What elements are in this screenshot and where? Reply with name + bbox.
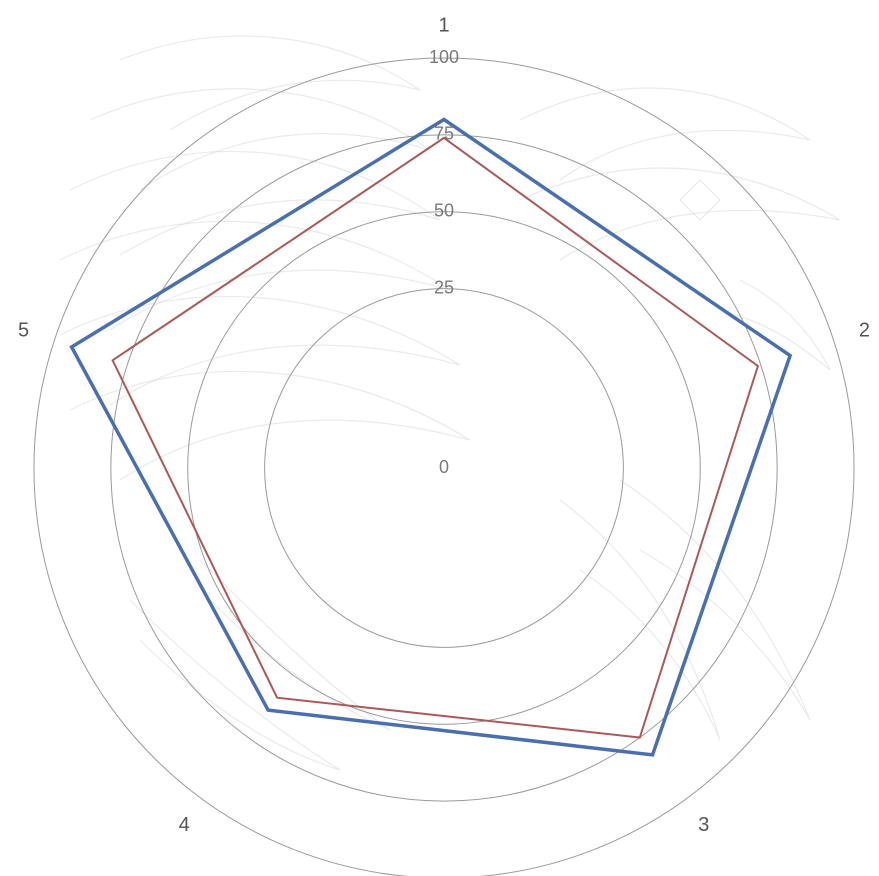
grid-ring-25: [264, 288, 624, 648]
axis-label-1: 1: [438, 14, 449, 36]
grid-ring-50: [187, 211, 701, 725]
ring-tick-label: 100: [429, 47, 459, 67]
ring-tick-label: 0: [439, 457, 449, 477]
series-2-polygon: [111, 136, 760, 739]
grid-ring-75: [110, 134, 778, 802]
axis-labels: 1 2 3 4 5: [18, 14, 870, 836]
axis-label-4: 4: [179, 814, 190, 836]
series-1-polygon: [69, 117, 793, 757]
eagle-wings-watermark-icon: [59, 35, 841, 771]
axis-label-3: 3: [698, 814, 709, 836]
ring-tick-labels: 0 25 50 75 100: [429, 47, 459, 477]
ring-tick-label: 25: [434, 277, 454, 297]
axis-label-2: 2: [859, 320, 870, 342]
axis-label-5: 5: [18, 320, 29, 342]
ring-tick-label: 50: [434, 201, 454, 221]
series-layer: [69, 117, 793, 757]
grid-ring-100: [33, 57, 855, 876]
ring-tick-label: 75: [434, 124, 454, 144]
radar-grid: [33, 57, 855, 876]
